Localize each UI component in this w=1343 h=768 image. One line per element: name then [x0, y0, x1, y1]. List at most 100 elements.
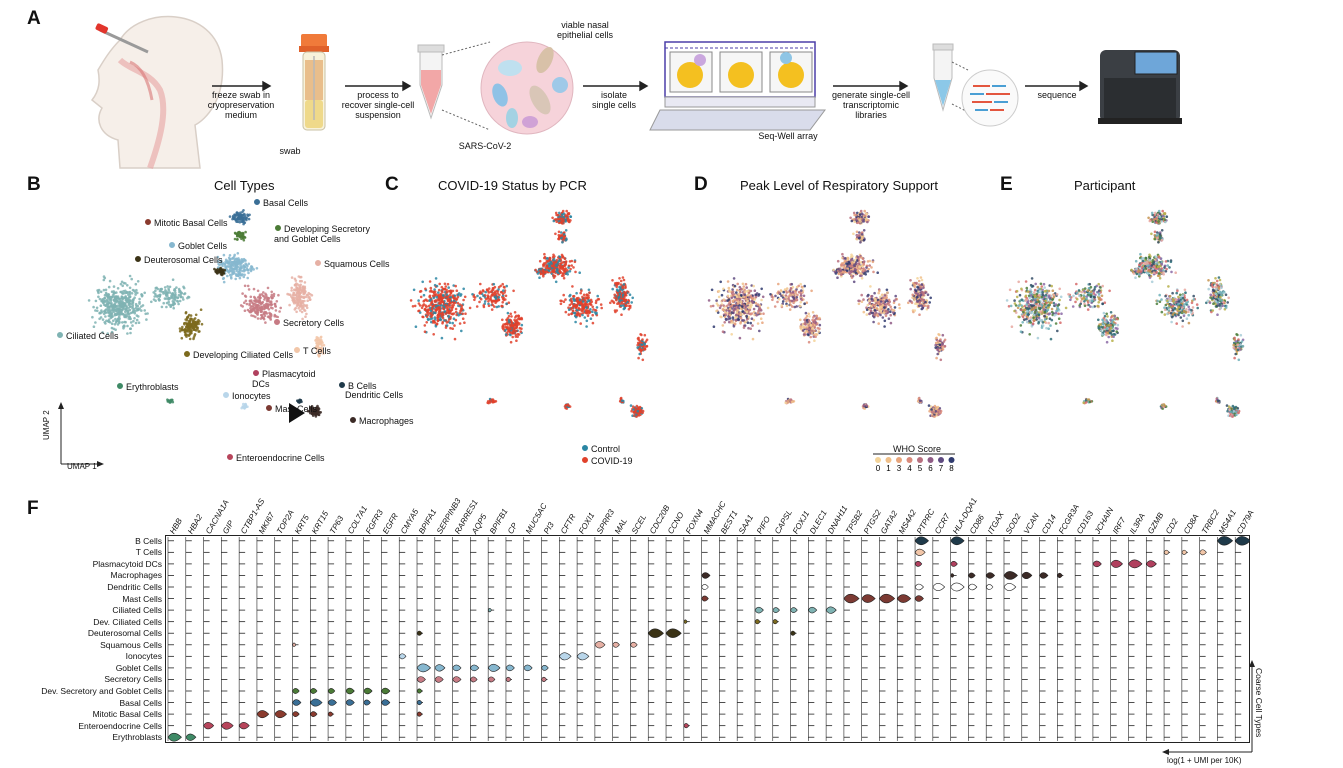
umap-point	[805, 301, 809, 304]
umap-point	[866, 270, 870, 273]
umap-point	[267, 308, 271, 311]
umap-point	[264, 321, 267, 324]
umap-point	[568, 303, 572, 307]
umap-point	[256, 289, 260, 293]
umap-point	[737, 292, 741, 296]
umap-point	[513, 311, 517, 314]
umap-point	[295, 310, 298, 314]
umap-point	[760, 287, 763, 291]
umap-point	[438, 308, 442, 312]
umap-point	[122, 289, 125, 293]
umap-point	[643, 343, 646, 346]
umap-point	[216, 268, 219, 271]
umap-point	[508, 320, 511, 324]
umap-point	[184, 311, 188, 315]
umap-point	[562, 276, 566, 280]
umap-point	[449, 326, 452, 330]
umap-point	[873, 308, 877, 312]
umap-point	[936, 352, 939, 356]
umap-point	[756, 311, 760, 315]
umap-point	[492, 400, 496, 404]
umap-point	[577, 307, 581, 310]
umap-point	[876, 298, 880, 302]
umap-point	[299, 301, 303, 304]
umap-point	[443, 310, 446, 313]
umap-point	[751, 301, 755, 304]
umap-point	[640, 407, 644, 410]
umap-point	[249, 269, 253, 273]
umap-point	[761, 295, 765, 299]
umap-point	[857, 262, 861, 265]
umap-point	[136, 304, 140, 308]
umap-point	[709, 305, 713, 308]
umap-point	[432, 296, 435, 300]
umap-point	[785, 300, 788, 303]
umap-point	[801, 286, 804, 289]
umap-point	[814, 332, 818, 336]
workflow-step-5-label: sequence	[1037, 90, 1077, 100]
umap-point	[583, 316, 587, 319]
umap-point	[441, 300, 445, 303]
umap-point	[588, 311, 592, 314]
umap-point	[761, 321, 764, 324]
umap-point	[741, 310, 744, 313]
umap-point	[252, 304, 255, 307]
umap-point	[860, 212, 864, 215]
umap-point	[261, 315, 264, 319]
umap-point	[771, 298, 774, 302]
umap-point	[573, 299, 576, 302]
umap-point	[574, 315, 578, 319]
umap-point	[425, 315, 429, 319]
panel-letter-c: C	[385, 174, 399, 195]
umap-point	[751, 324, 754, 327]
umap-point	[220, 269, 223, 273]
umap-point	[813, 339, 816, 342]
umap-point	[423, 324, 427, 327]
umap-point	[855, 230, 859, 234]
umap-point	[558, 211, 561, 215]
umap-point	[575, 297, 579, 301]
umap-point	[790, 282, 794, 286]
umap-point	[126, 324, 129, 328]
umap-point	[436, 316, 439, 320]
umap-point	[250, 314, 253, 317]
umap-point	[736, 306, 740, 309]
umap-point	[509, 327, 513, 331]
umap-point	[733, 295, 736, 299]
umap-point	[912, 283, 916, 286]
umap-point	[808, 315, 811, 318]
umap-point	[424, 287, 427, 291]
umap-point	[887, 317, 891, 320]
umap-point	[1028, 333, 1031, 336]
umap-point	[871, 299, 874, 302]
umap-point	[264, 312, 267, 315]
umap-point	[454, 307, 458, 311]
umap-point	[880, 311, 883, 315]
umap-point	[557, 230, 561, 234]
umap-point	[856, 211, 859, 215]
umap-point	[154, 289, 157, 292]
seqwell-label: Seq-Well array	[758, 131, 818, 141]
umap-point	[754, 301, 758, 305]
umap-point	[452, 296, 455, 299]
umap-point	[170, 398, 174, 402]
umap-point	[725, 304, 729, 308]
umap-point	[154, 299, 157, 302]
umap-point	[567, 313, 571, 316]
umap-point	[564, 229, 568, 232]
umap-point	[568, 260, 572, 263]
umap-point	[97, 288, 101, 292]
umap-point	[171, 400, 175, 404]
umap-point	[107, 300, 110, 304]
umap-point	[936, 405, 940, 409]
umap-point	[298, 286, 302, 290]
umap-point	[554, 211, 558, 215]
umap-point	[800, 289, 803, 292]
umap-point	[576, 299, 579, 303]
umap-point	[222, 269, 225, 273]
umap-point	[914, 291, 917, 295]
umap-point	[736, 295, 739, 298]
umap-point	[1051, 289, 1055, 292]
umap-point	[433, 300, 437, 303]
umap-point	[308, 296, 311, 299]
